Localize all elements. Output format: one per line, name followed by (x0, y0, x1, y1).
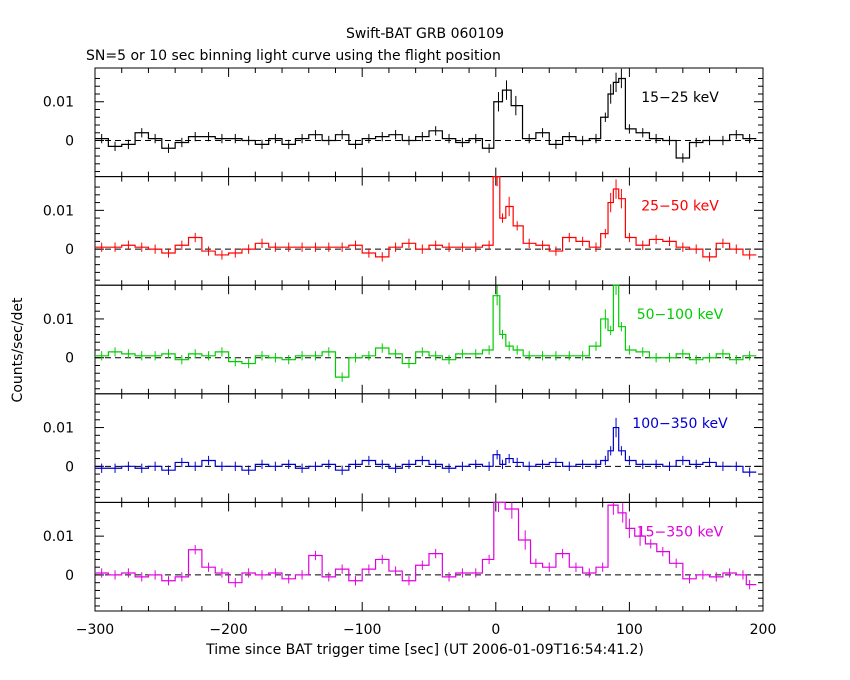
y-tick-label: 0 (65, 351, 74, 367)
band-label: 25−50 keV (641, 199, 719, 215)
x-tick-label: 200 (750, 622, 777, 638)
y-axis-label: Counts/sec/det (10, 297, 26, 402)
y-tick-label: 0 (65, 242, 74, 258)
x-tick-label: −200 (209, 622, 247, 638)
panel-1: 0 0.01 15−25 keV (43, 67, 764, 178)
panel-4: 0 0.01 100−350 keV (43, 393, 764, 503)
panel-frame (94, 67, 764, 178)
panel-2: 0 0.01 25−50 keV (43, 176, 764, 286)
panel-frame (94, 176, 764, 286)
y-tick-label: 0.01 (43, 421, 74, 437)
band-label: 100−350 keV (632, 416, 728, 432)
y-tick-label: 0.01 (43, 312, 74, 328)
series-line (95, 426, 757, 473)
series-line (95, 77, 757, 159)
band-label: 15−350 keV (637, 524, 724, 540)
x-axis-label: Time since BAT trigger time [sec] (UT 20… (205, 642, 644, 658)
panel-5: 0 0.01 15−350 keV −300 −200 −100 0 100 200 (43, 501, 777, 638)
chart-title: Swift-BAT GRB 060109 (346, 26, 504, 42)
panel-frame (94, 284, 764, 395)
series-line (95, 284, 757, 378)
y-tick-label: 0.01 (43, 95, 74, 111)
y-tick-label: 0.01 (43, 203, 74, 219)
panels-group: 0 0.01 15−25 keV 0 0.01 25−50 keV 0 0.01 50−100 … (43, 67, 777, 638)
y-tick-label: 0.01 (43, 529, 74, 545)
series-line (95, 176, 757, 258)
band-label: 50−100 keV (637, 307, 724, 323)
chart-subtitle: SN=5 or 10 sec binning light curve using… (86, 48, 501, 64)
x-tick-label: 100 (616, 622, 643, 638)
y-tick-label: 0 (65, 134, 74, 150)
x-tick-label: −100 (343, 622, 381, 638)
band-label: 15−25 keV (641, 90, 719, 106)
y-tick-label: 0 (65, 459, 74, 475)
x-tick-label: 0 (491, 622, 500, 638)
panel-3: 0 0.01 50−100 keV (43, 284, 764, 395)
y-tick-label: 0 (65, 568, 74, 584)
series-line (95, 501, 757, 586)
panel-frame (94, 393, 764, 503)
x-tick-label: −300 (76, 622, 114, 638)
panel-frame (94, 501, 764, 612)
